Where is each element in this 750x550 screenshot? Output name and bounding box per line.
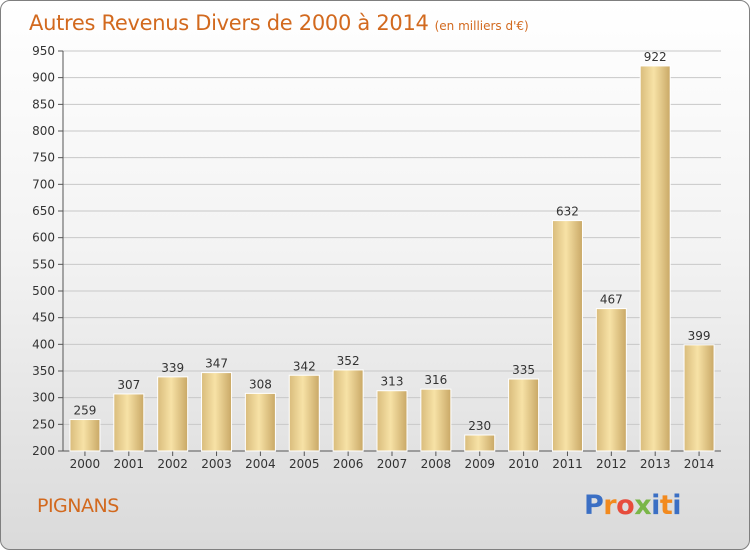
town-name: PIGNANS — [37, 495, 119, 517]
y-tick-label: 600 — [32, 231, 55, 245]
data-label: 339 — [161, 361, 184, 375]
data-label: 307 — [117, 378, 140, 392]
bar — [464, 434, 496, 452]
bar — [683, 344, 715, 452]
bar — [157, 376, 189, 452]
data-label: 316 — [424, 373, 447, 387]
data-label: 352 — [337, 354, 360, 368]
y-tick-label: 700 — [32, 177, 55, 191]
bar — [288, 374, 320, 452]
data-label: 308 — [249, 377, 272, 391]
x-tick-label: 2003 — [201, 457, 232, 471]
data-label: 467 — [600, 293, 623, 307]
x-tick-label: 2010 — [508, 457, 539, 471]
x-tick-label: 2013 — [640, 457, 671, 471]
logo-letter: i — [672, 490, 682, 521]
data-label: 335 — [512, 363, 535, 377]
y-tick-label: 650 — [32, 204, 55, 218]
bar — [201, 372, 233, 452]
data-label: 399 — [688, 329, 711, 343]
proxiti-logo: Proxiti — [584, 490, 682, 521]
x-tick-label: 2012 — [596, 457, 627, 471]
x-tick-label: 2007 — [377, 457, 408, 471]
chart-title-main: Autres Revenus Divers de 2000 à 2014 — [29, 11, 429, 35]
y-tick-label: 250 — [32, 417, 55, 431]
data-label: 922 — [644, 50, 667, 64]
y-tick-label: 400 — [32, 337, 55, 351]
bar — [376, 390, 408, 452]
logo-letter: x — [634, 490, 652, 521]
logo-letter: t — [659, 490, 673, 521]
bar — [420, 388, 452, 452]
data-label: 342 — [293, 359, 316, 373]
bar — [639, 65, 671, 452]
y-tick-label: 800 — [32, 124, 55, 138]
data-label: 632 — [556, 205, 579, 219]
y-tick-label: 550 — [32, 257, 55, 271]
x-tick-label: 2005 — [289, 457, 320, 471]
y-tick-label: 950 — [32, 44, 55, 58]
y-tick-label: 450 — [32, 311, 55, 325]
x-tick-label: 2002 — [157, 457, 188, 471]
logo-letter: i — [651, 490, 660, 521]
data-label: 313 — [381, 375, 404, 389]
bar — [595, 308, 627, 452]
x-tick-label: 2014 — [684, 457, 715, 471]
bar — [332, 369, 364, 452]
y-tick-label: 850 — [32, 97, 55, 111]
bar — [69, 419, 101, 452]
x-tick-label: 2000 — [70, 457, 101, 471]
logo-letter: P — [584, 490, 604, 521]
logo-letter: o — [616, 490, 635, 521]
x-tick-label: 2009 — [464, 457, 495, 471]
x-tick-label: 2001 — [114, 457, 145, 471]
chart-unit-note: (en milliers d'€) — [434, 19, 529, 33]
x-tick-label: 2006 — [333, 457, 364, 471]
y-tick-label: 300 — [32, 391, 55, 405]
y-tick-label: 750 — [32, 151, 55, 165]
bar — [551, 220, 583, 452]
x-tick-label: 2008 — [421, 457, 452, 471]
data-label: 259 — [73, 404, 96, 418]
y-tick-label: 200 — [32, 444, 55, 458]
y-tick-label: 350 — [32, 364, 55, 378]
y-tick-label: 900 — [32, 71, 55, 85]
bar — [508, 378, 540, 452]
x-tick-label: 2004 — [245, 457, 276, 471]
data-label: 230 — [468, 419, 491, 433]
logo-letter: r — [603, 490, 617, 521]
bar — [244, 392, 276, 452]
bar — [113, 393, 145, 452]
data-label: 347 — [205, 357, 228, 371]
y-tick-label: 500 — [32, 284, 55, 298]
x-tick-label: 2011 — [552, 457, 583, 471]
chart-title: Autres Revenus Divers de 2000 à 2014 (en … — [29, 11, 529, 35]
